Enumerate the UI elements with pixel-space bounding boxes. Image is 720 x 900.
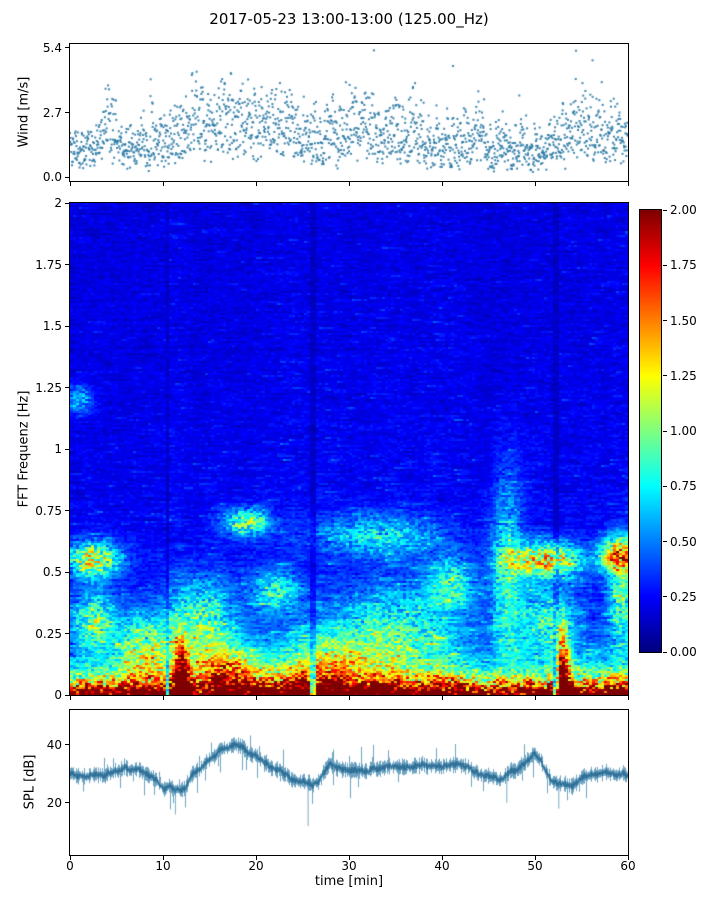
tick-mark: [255, 856, 257, 860]
y-tick-label: 2.7: [42, 105, 62, 120]
chart-title: 2017-05-23 13:00-13:00 (125.00_Hz): [209, 10, 489, 28]
tick-mark: [663, 209, 667, 211]
tick-mark: [69, 182, 71, 186]
colorbar-tick-label: 0.75: [670, 479, 697, 494]
tick-mark: [663, 320, 667, 321]
x-tick-label: 50: [527, 859, 543, 873]
tick-mark: [65, 176, 69, 178]
colorbar-tick-label: 0.25: [670, 589, 697, 604]
y-tick-label: 20: [46, 795, 62, 810]
tick-mark: [162, 182, 164, 186]
tick-mark: [65, 202, 69, 204]
tick-mark: [65, 448, 69, 450]
colorbar-tick-label: 2.00: [670, 203, 697, 217]
tick-mark: [255, 182, 257, 186]
y-tick-label: 2: [54, 196, 62, 210]
x-axis-label: time [min]: [314, 874, 384, 889]
tick-mark: [534, 696, 536, 700]
y-tick-label: 40: [46, 737, 62, 752]
x-tick-label: 0: [66, 859, 74, 873]
tick-mark: [663, 651, 667, 653]
colorbar-tick-label: 1.25: [670, 368, 697, 383]
spectrogram-heatmap: [70, 203, 628, 695]
tick-mark: [441, 856, 443, 860]
colorbar-tick-label: 1.50: [670, 313, 697, 328]
tick-mark: [65, 802, 69, 804]
x-tick-label: 10: [155, 859, 171, 873]
tick-mark: [627, 182, 629, 186]
x-tick-label: 20: [248, 859, 264, 873]
tick-mark: [663, 430, 667, 432]
tick-mark: [441, 696, 443, 700]
tick-mark: [441, 182, 443, 186]
tick-mark: [627, 696, 629, 700]
tick-mark: [65, 744, 69, 746]
tick-mark: [65, 112, 69, 113]
colorbar-tick-label: 1.75: [670, 258, 697, 273]
x-tick-label: 30: [341, 859, 357, 873]
tick-mark: [348, 856, 350, 860]
y-tick-label: 0.0: [42, 170, 62, 185]
tick-mark: [534, 856, 536, 860]
y-tick-label: 1: [54, 442, 62, 456]
tick-mark: [65, 694, 69, 696]
y-tick-label: 1.75: [35, 257, 62, 272]
tick-mark: [663, 596, 667, 598]
tick-mark: [65, 47, 69, 49]
x-tick-label: 40: [434, 859, 450, 873]
y-tick-label: 1.25: [35, 380, 62, 395]
y-tick-label: 5.4: [42, 40, 62, 55]
tick-mark: [627, 856, 629, 860]
colorbar-tick-label: 1.00: [670, 424, 697, 438]
y-tick-label: 0: [54, 688, 62, 702]
tick-mark: [663, 485, 667, 487]
y-tick-label: 1.5: [42, 319, 62, 333]
tick-mark: [69, 856, 71, 860]
tick-mark: [69, 696, 71, 700]
tick-mark: [65, 633, 69, 634]
tick-mark: [348, 696, 350, 700]
spl-line-panel: [69, 709, 629, 856]
tick-mark: [663, 541, 667, 542]
colorbar-gradient: [640, 210, 661, 652]
colorbar-tick-label: 0.50: [670, 534, 697, 549]
y-tick-label: 0.75: [35, 503, 62, 518]
y-tick-label: 0.5: [42, 565, 62, 579]
y-tick-label: 0.25: [35, 626, 62, 641]
tick-mark: [65, 571, 69, 573]
tick-mark: [255, 696, 257, 700]
tick-mark: [65, 387, 69, 388]
tick-mark: [65, 264, 69, 265]
wind-scatter-panel: [69, 43, 629, 182]
colorbar: [639, 209, 662, 653]
spectrogram-panel: [69, 202, 629, 696]
tick-mark: [348, 182, 350, 186]
tick-mark: [663, 264, 667, 266]
tick-mark: [162, 696, 164, 700]
spl-line-plot: [70, 710, 628, 855]
tick-mark: [65, 325, 69, 327]
tick-mark: [663, 375, 667, 377]
colorbar-tick-label: 0.00: [670, 645, 697, 659]
wind-scatter-plot: [70, 44, 628, 181]
tick-mark: [534, 182, 536, 186]
tick-mark: [162, 856, 164, 860]
x-tick-label: 60: [620, 859, 636, 873]
tick-mark: [65, 510, 69, 511]
